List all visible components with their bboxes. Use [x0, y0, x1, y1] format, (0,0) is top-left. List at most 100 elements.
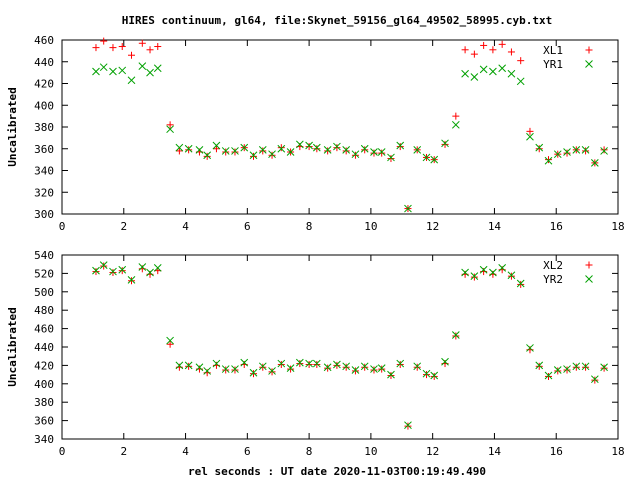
data-point: [305, 359, 313, 368]
data-point: [249, 151, 258, 160]
data-point: [554, 367, 562, 375]
data-point: [333, 361, 341, 369]
data-point: [360, 362, 369, 371]
data-point: [109, 268, 117, 276]
x-tick-label: 12: [426, 445, 439, 458]
data-point: [545, 156, 552, 164]
data-point: [535, 361, 544, 370]
data-point: [498, 64, 507, 73]
y-axis-label: Uncalibrated: [6, 87, 19, 166]
data-point: [312, 359, 321, 368]
data-point: [430, 155, 439, 164]
y-tick-label: 440: [34, 341, 54, 354]
y-tick-label: 400: [34, 378, 54, 391]
data-point: [517, 280, 525, 288]
y-tick-label: 340: [34, 433, 54, 446]
data-point: [461, 268, 469, 277]
data-point: [480, 41, 488, 49]
data-point: [422, 371, 430, 379]
data-point: [277, 144, 286, 153]
x-tick-label: 2: [120, 445, 127, 458]
data-point: [92, 67, 100, 76]
data-point: [441, 140, 449, 148]
y-tick-label: 460: [34, 323, 54, 336]
data-point: [526, 127, 534, 135]
data-point: [370, 149, 378, 157]
data-point: [333, 142, 341, 151]
data-point: [166, 125, 174, 134]
x-tick-label: 16: [550, 445, 563, 458]
data-point: [563, 365, 571, 373]
data-point: [461, 69, 469, 78]
y-tick-label: 500: [34, 286, 54, 299]
data-point: [351, 150, 360, 159]
data-point: [370, 365, 378, 373]
legend-marker: [585, 261, 593, 269]
plot-frame: [61, 254, 619, 440]
data-point: [396, 360, 404, 368]
data-point: [240, 143, 249, 152]
y-tick-label: 420: [34, 359, 54, 372]
data-point: [378, 365, 386, 373]
data-point: [470, 50, 478, 58]
data-point: [92, 266, 100, 275]
data-point: [203, 151, 212, 160]
data-point: [258, 362, 267, 371]
legend-marker: [585, 46, 593, 54]
data-point: [470, 273, 478, 281]
data-point: [507, 48, 515, 56]
data-point: [600, 364, 608, 372]
data-point: [268, 151, 276, 159]
data-point: [516, 77, 525, 86]
data-point: [277, 359, 286, 368]
y-tick-label: 520: [34, 267, 54, 280]
y-axis-label: Uncalibrated: [6, 307, 19, 386]
x-tick-label: 16: [550, 220, 563, 233]
data-point: [479, 265, 488, 274]
x-tick-label: 10: [364, 220, 377, 233]
data-point: [591, 376, 599, 384]
data-point: [92, 268, 100, 276]
data-point: [590, 375, 599, 384]
y-tick-label: 540: [34, 249, 54, 262]
data-point: [430, 372, 438, 380]
data-point: [127, 275, 136, 284]
data-point: [212, 359, 221, 368]
x-tick-label: 4: [182, 445, 189, 458]
data-point: [166, 336, 174, 345]
data-point: [231, 366, 239, 374]
data-point: [212, 141, 221, 150]
data-point: [127, 76, 136, 85]
data-point: [138, 62, 147, 70]
data-point: [231, 148, 239, 156]
data-point: [387, 153, 395, 162]
data-point: [572, 145, 581, 154]
data-point: [396, 141, 405, 150]
data-point: [109, 67, 117, 76]
data-point: [240, 358, 249, 367]
data-point: [378, 149, 386, 157]
data-point: [295, 140, 304, 149]
data-point: [342, 147, 350, 155]
data-point: [507, 69, 516, 78]
data-point: [582, 147, 590, 155]
data-point: [203, 367, 212, 375]
data-point: [361, 146, 369, 154]
legend-marker: [585, 275, 593, 283]
data-point: [370, 148, 378, 156]
data-point: [259, 147, 267, 155]
data-point: [396, 143, 404, 151]
data-point: [544, 371, 553, 380]
data-point: [99, 63, 108, 72]
data-point: [231, 147, 239, 155]
data-point: [184, 144, 193, 153]
x-tick-label: 18: [611, 220, 624, 233]
data-point: [333, 144, 341, 152]
data-point: [590, 159, 599, 167]
data-point: [581, 145, 590, 154]
data-point: [286, 364, 295, 373]
data-point: [563, 148, 571, 156]
data-point: [118, 66, 127, 75]
data-point: [231, 365, 239, 373]
y-tick-label: 300: [34, 208, 54, 221]
